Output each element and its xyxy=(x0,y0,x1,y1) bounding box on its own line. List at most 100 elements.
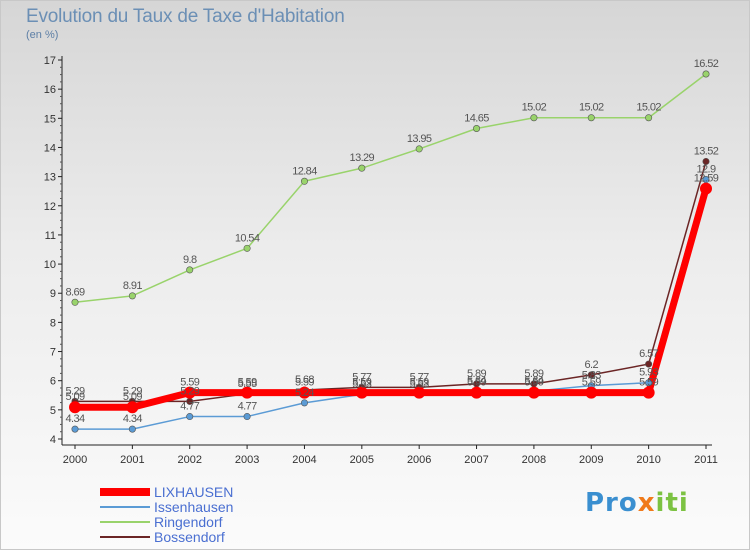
data-point-ringendorf xyxy=(300,177,308,185)
data-point-ringendorf xyxy=(71,298,79,306)
data-point-lixhausen xyxy=(298,386,311,399)
data-label-issenhausen: 5.64 xyxy=(467,375,486,387)
data-point-ringendorf xyxy=(473,125,481,133)
data-label-bossendorf: 5.29 xyxy=(180,385,199,397)
data-label-issenhausen: 5.53 xyxy=(410,378,429,390)
x-tick-label: 2007 xyxy=(464,454,488,466)
data-label-lixhausen: 5.59 xyxy=(582,377,601,389)
data-label-ringendorf: 13.95 xyxy=(407,133,432,145)
data-point-lixhausen xyxy=(700,182,712,195)
legend-item-issenhausen: Issenhausen xyxy=(100,499,300,515)
data-label-lixhausen: 12.59 xyxy=(694,173,719,185)
data-label-bossendorf: 5.68 xyxy=(295,374,314,386)
data-point-lixhausen xyxy=(241,386,254,399)
data-label-bossendorf: 5.89 xyxy=(467,368,486,380)
data-point-lixhausen xyxy=(527,386,540,399)
data-label-issenhausen: 5.93 xyxy=(639,367,658,379)
y-tick-label: 4 xyxy=(50,434,56,446)
data-label-ringendorf: 15.02 xyxy=(522,102,547,114)
data-label-issenhausen: 4.34 xyxy=(123,413,142,425)
data-point-ringendorf xyxy=(358,164,366,172)
legend-label: Bossendorf xyxy=(154,529,225,545)
y-tick-label: 7 xyxy=(50,347,56,359)
data-label-issenhausen: 5.24 xyxy=(295,387,314,399)
y-tick-label: 11 xyxy=(45,230,56,242)
data-point-lixhausen xyxy=(69,401,81,414)
data-label-ringendorf: 12.84 xyxy=(292,165,317,177)
data-label-bossendorf: 5.55 xyxy=(238,378,257,390)
y-tick-label: 14 xyxy=(44,142,56,154)
x-tick-label: 2003 xyxy=(235,454,259,466)
x-tick-label: 2005 xyxy=(350,454,374,466)
y-tick-label: 13 xyxy=(44,172,56,184)
data-label-lixhausen: 5.59 xyxy=(467,377,486,389)
x-tick-label: 2002 xyxy=(177,454,201,466)
data-labels: 5.09 5.09 5.59 5.59 5.59 5.59 5.59 5.59 5.59 5.59… xyxy=(65,58,719,425)
data-label-bossendorf: 5.89 xyxy=(524,368,543,380)
series-points xyxy=(69,70,712,433)
data-label-issenhausen: 4.77 xyxy=(238,401,257,413)
data-label-issenhausen: 5.83 xyxy=(582,370,601,382)
x-tick-label: 2006 xyxy=(407,454,431,466)
data-point-lixhausen xyxy=(183,386,196,399)
series-line-ringendorf xyxy=(74,73,707,304)
data-label-bossendorf: 6.2 xyxy=(585,359,599,371)
y-tick-label: 5 xyxy=(50,405,56,417)
y-tick-label: 12 xyxy=(44,201,56,213)
data-label-lixhausen: 5.59 xyxy=(180,377,199,389)
data-label-issenhausen: 5.53 xyxy=(352,378,371,390)
data-point-bossendorf xyxy=(645,360,653,368)
series-line-lixhausen xyxy=(75,187,710,411)
data-point-issenhausen xyxy=(71,425,79,433)
data-point-lixhausen xyxy=(126,401,139,414)
data-label-issenhausen: 4.77 xyxy=(180,401,199,413)
data-point-ringendorf xyxy=(702,70,710,78)
data-label-issenhausen: 4.34 xyxy=(65,413,84,425)
data-label-bossendorf: 5.29 xyxy=(123,385,142,397)
data-label-bossendorf: 6.57 xyxy=(639,348,658,360)
data-label-issenhausen: 12.9 xyxy=(696,164,715,176)
data-point-ringendorf xyxy=(243,244,251,252)
logo-part-3: iti xyxy=(655,488,689,518)
data-point-issenhausen xyxy=(645,379,653,387)
data-point-lixhausen xyxy=(585,386,598,399)
data-point-ringendorf xyxy=(587,114,595,122)
data-point-lixhausen xyxy=(470,386,483,399)
data-label-lixhausen: 5.59 xyxy=(639,377,658,389)
legend-swatch xyxy=(100,536,150,538)
legend-swatch xyxy=(100,506,150,508)
logo-part-2: x xyxy=(637,488,656,518)
data-label-ringendorf: 13.29 xyxy=(350,152,375,164)
data-point-lixhausen xyxy=(355,386,368,399)
data-label-lixhausen: 5.59 xyxy=(295,377,314,389)
series-lines xyxy=(74,73,710,430)
y-tick-label: 16 xyxy=(44,84,56,96)
chart-subtitle: (en %) xyxy=(26,29,59,41)
data-point-lixhausen xyxy=(413,386,426,399)
data-label-bossendorf: 5.77 xyxy=(410,371,429,383)
data-label-lixhausen: 5.59 xyxy=(352,377,371,389)
data-label-ringendorf: 10.54 xyxy=(235,232,260,244)
data-label-lixhausen: 5.09 xyxy=(123,391,142,403)
data-label-ringendorf: 9.8 xyxy=(183,254,197,266)
legend-item-lixhausen: LIXHAUSEN xyxy=(100,484,300,500)
data-point-ringendorf xyxy=(415,145,423,153)
data-point-ringendorf xyxy=(186,266,194,274)
data-point-bossendorf xyxy=(702,157,710,165)
data-label-lixhausen: 5.59 xyxy=(410,377,429,389)
proxiti-logo: Proxiti xyxy=(585,488,689,518)
logo-part-1: Pro xyxy=(585,488,638,518)
data-point-bossendorf xyxy=(587,371,595,379)
y-tick-label: 10 xyxy=(44,259,56,271)
x-tick-label: 2011 xyxy=(694,454,718,466)
data-label-ringendorf: 16.52 xyxy=(694,58,719,70)
data-label-ringendorf: 15.02 xyxy=(636,102,661,114)
data-point-ringendorf xyxy=(128,292,136,300)
data-label-ringendorf: 8.91 xyxy=(123,280,142,292)
data-label-lixhausen: 5.09 xyxy=(65,391,84,403)
legend-label: Issenhausen xyxy=(154,499,234,515)
y-tick-label: 15 xyxy=(44,113,56,125)
data-label-bossendorf: 5.77 xyxy=(352,371,371,383)
legend-item-ringendorf: Ringendorf xyxy=(100,514,300,530)
